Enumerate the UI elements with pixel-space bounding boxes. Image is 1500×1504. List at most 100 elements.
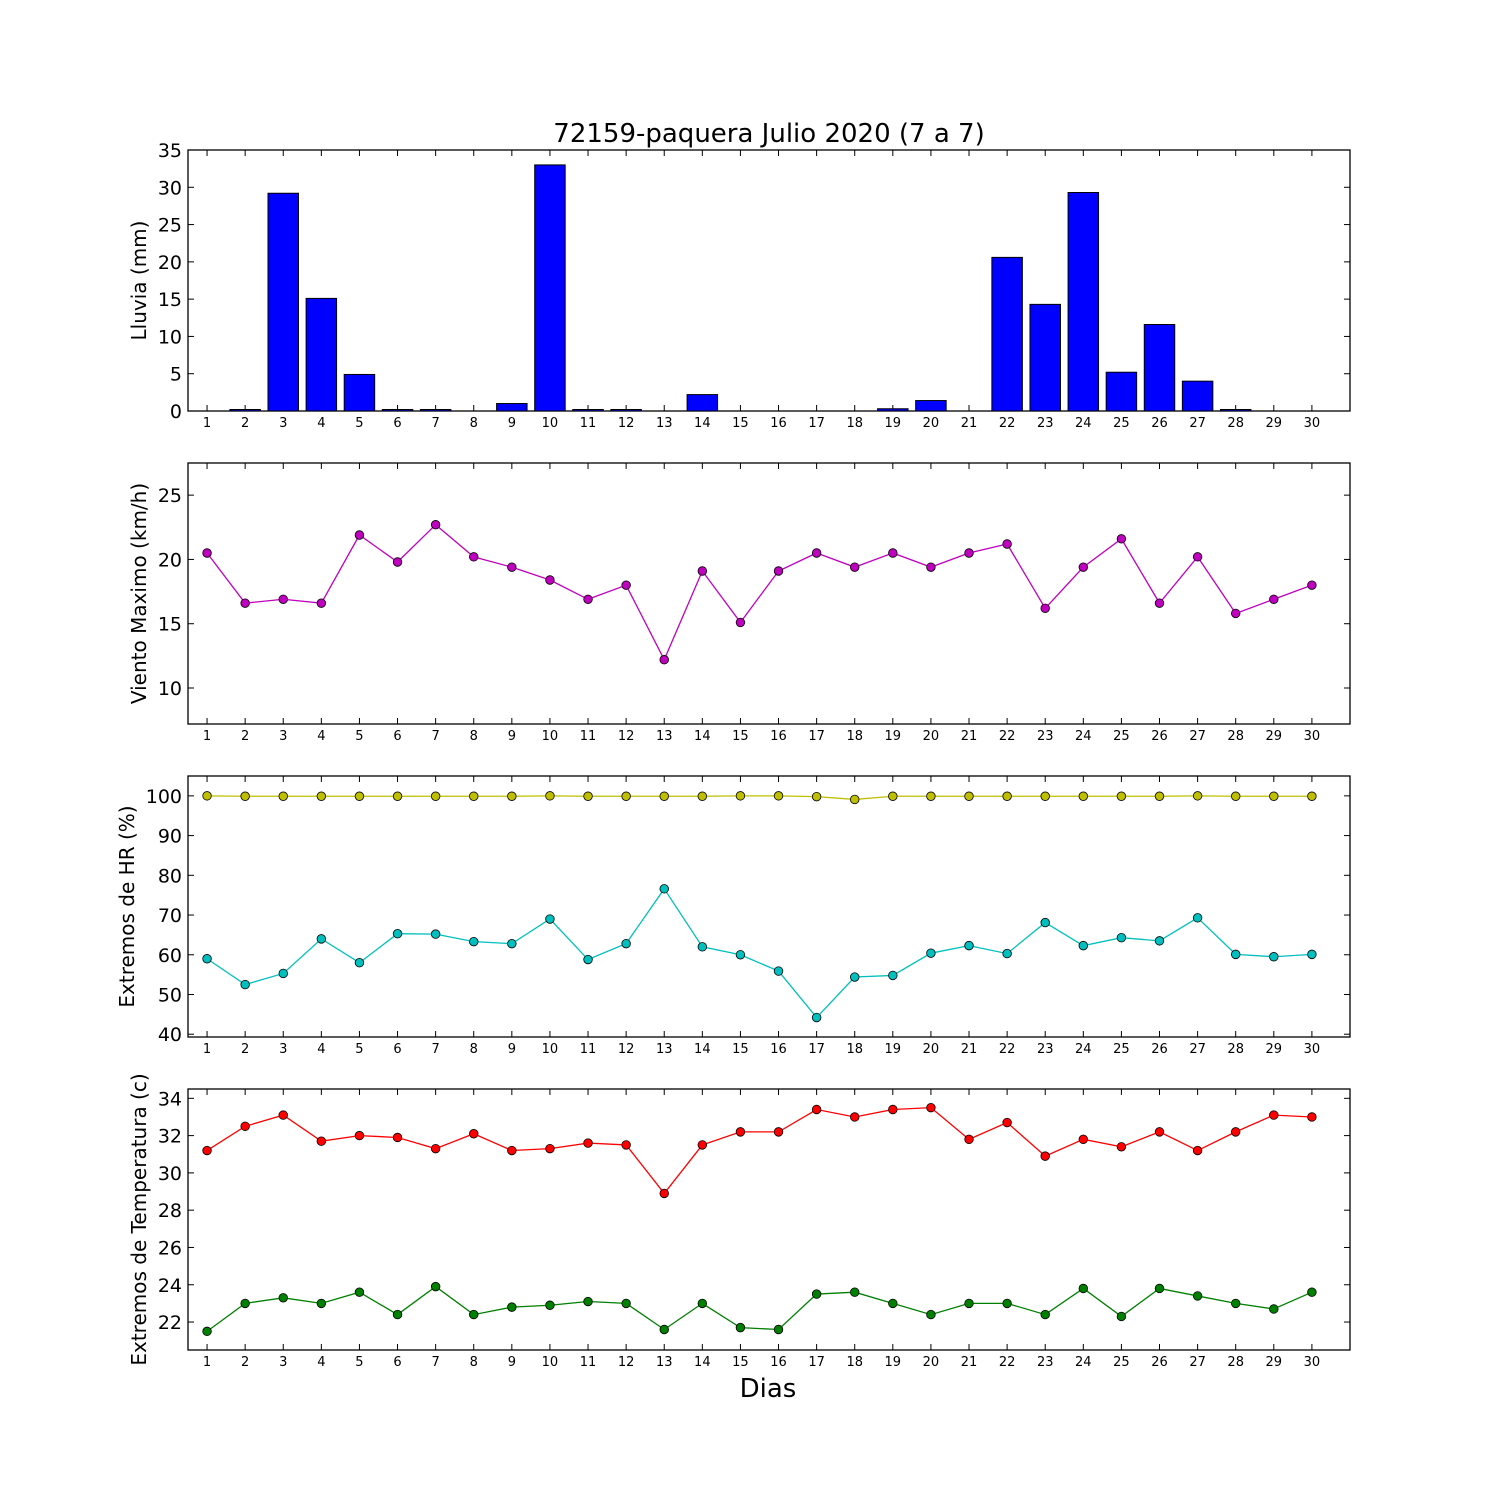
x-tick-label: 24 bbox=[1075, 416, 1092, 431]
x-tick-label: 2 bbox=[241, 729, 249, 744]
data-point bbox=[964, 791, 974, 801]
data-point bbox=[1040, 917, 1050, 928]
y-tick-label: 35 bbox=[158, 140, 182, 162]
data-point bbox=[1192, 1145, 1203, 1156]
data-point bbox=[697, 791, 708, 801]
x-tick-label: 19 bbox=[885, 416, 902, 431]
data-point bbox=[1307, 791, 1317, 801]
x-tick-label: 7 bbox=[431, 1355, 439, 1370]
bar bbox=[686, 394, 719, 412]
x-tick-label: 21 bbox=[961, 1355, 978, 1370]
x-tick-label: 22 bbox=[999, 1042, 1016, 1057]
x-tick-label: 15 bbox=[732, 416, 749, 431]
data-point bbox=[735, 950, 746, 960]
data-point bbox=[469, 1129, 479, 1139]
x-tick-label: 5 bbox=[355, 1355, 363, 1370]
bar bbox=[381, 409, 414, 412]
x-tick-label: 23 bbox=[1037, 416, 1054, 431]
data-point bbox=[202, 548, 212, 558]
data-point bbox=[1116, 1142, 1127, 1152]
y-tick-label: 10 bbox=[158, 326, 182, 348]
data-point bbox=[545, 1143, 555, 1154]
chart-title: 72159-paquera Julio 2020 (7 a 7) bbox=[553, 119, 984, 149]
bar bbox=[229, 409, 261, 412]
data-point bbox=[1231, 1127, 1241, 1137]
y-tick-label: 10 bbox=[158, 678, 182, 700]
x-tick-label: 4 bbox=[317, 416, 325, 431]
x-tick-label: 27 bbox=[1189, 1355, 1206, 1370]
data-point bbox=[240, 979, 250, 990]
data-point bbox=[1002, 1298, 1012, 1309]
x-tick-label: 2 bbox=[241, 1355, 249, 1370]
data-point bbox=[583, 1138, 593, 1148]
data-point bbox=[697, 1298, 708, 1309]
data-point bbox=[1002, 539, 1012, 549]
x-tick-label: 21 bbox=[961, 1042, 978, 1057]
x-tick-label: 19 bbox=[885, 1042, 902, 1057]
x-tick-label: 29 bbox=[1266, 1042, 1283, 1057]
data-point bbox=[621, 791, 631, 801]
x-tick-label: 2 bbox=[241, 416, 249, 431]
x-tick-label: 9 bbox=[508, 416, 516, 431]
x-tick-label: 15 bbox=[732, 729, 749, 744]
data-point bbox=[850, 1287, 860, 1297]
x-tick-label: 7 bbox=[431, 1042, 439, 1057]
x-tick-label: 10 bbox=[542, 1355, 559, 1370]
data-point bbox=[1269, 1304, 1279, 1314]
data-point bbox=[583, 954, 593, 965]
data-point bbox=[621, 938, 631, 949]
x-tick-label: 26 bbox=[1151, 1042, 1168, 1057]
data-point bbox=[811, 1012, 822, 1023]
data-point bbox=[964, 548, 974, 558]
x-tick-label: 10 bbox=[542, 1042, 559, 1057]
data-point bbox=[1269, 791, 1279, 801]
series-line-1 bbox=[207, 795, 1312, 801]
x-tick-label: 27 bbox=[1189, 729, 1206, 744]
data-point bbox=[354, 1130, 365, 1141]
bar bbox=[267, 192, 299, 412]
x-tick-label: 18 bbox=[846, 1355, 863, 1370]
data-point bbox=[1002, 791, 1012, 801]
x-tick-label: 4 bbox=[317, 729, 325, 744]
x-tick-label: 15 bbox=[732, 1042, 749, 1057]
data-point bbox=[469, 791, 479, 801]
x-tick-label: 6 bbox=[393, 1355, 401, 1370]
x-tick-label: 13 bbox=[656, 729, 673, 744]
x-tick-label: 26 bbox=[1151, 416, 1168, 431]
x-tick-label: 16 bbox=[770, 416, 787, 431]
x-tick-label: 25 bbox=[1113, 416, 1130, 431]
data-point bbox=[850, 794, 860, 805]
x-tick-label: 23 bbox=[1037, 1355, 1054, 1370]
x-tick-label: 28 bbox=[1227, 1042, 1244, 1057]
data-point bbox=[888, 791, 898, 801]
x-tick-label: 30 bbox=[1304, 729, 1321, 744]
data-point bbox=[850, 562, 860, 572]
x-tick-label: 14 bbox=[694, 729, 711, 744]
data-point bbox=[545, 575, 555, 585]
data-point bbox=[469, 1309, 479, 1320]
data-point bbox=[1116, 1311, 1127, 1322]
x-tick-label: 20 bbox=[923, 1042, 940, 1057]
data-point bbox=[1154, 791, 1165, 801]
data-point bbox=[621, 580, 631, 590]
x-tick-label: 22 bbox=[999, 729, 1016, 744]
y-axis-label: Extremos de Temperatura (c) bbox=[127, 1073, 151, 1365]
data-point bbox=[392, 929, 403, 939]
data-point bbox=[888, 548, 898, 558]
x-tick-label: 1 bbox=[203, 1355, 211, 1370]
data-point bbox=[316, 1298, 327, 1309]
x-tick-label: 23 bbox=[1037, 1042, 1054, 1057]
data-point bbox=[507, 1145, 517, 1156]
x-tick-label: 19 bbox=[885, 1355, 902, 1370]
data-point bbox=[392, 557, 403, 567]
bar bbox=[610, 409, 642, 412]
bar bbox=[991, 256, 1023, 412]
data-point bbox=[659, 655, 669, 665]
x-tick-label: 5 bbox=[355, 729, 363, 744]
data-point bbox=[621, 1140, 631, 1150]
data-point bbox=[1002, 1117, 1012, 1128]
y-tick-label: 15 bbox=[158, 289, 182, 311]
